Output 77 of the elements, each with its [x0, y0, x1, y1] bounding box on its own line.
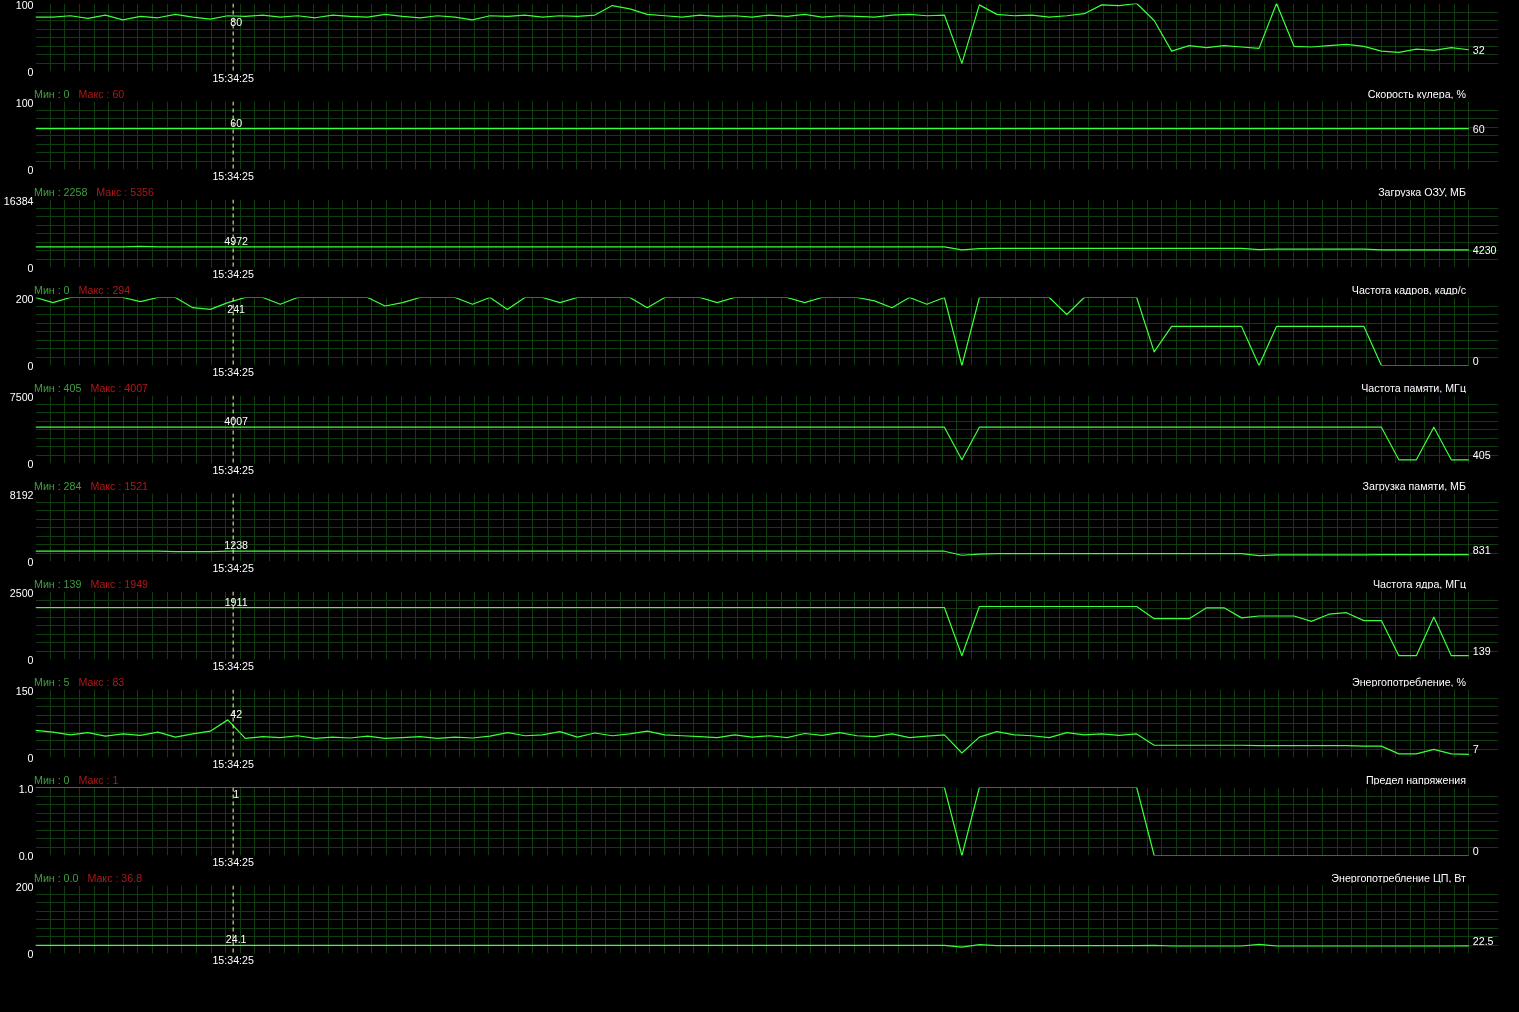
annotation: 15:34:25 [212, 365, 254, 378]
annotation: 241 [227, 302, 246, 315]
annotation: 405 [1472, 448, 1491, 461]
chart-title: Частота ядра, МГц [1373, 578, 1466, 590]
y-tick-label: 0 [27, 751, 34, 764]
y-tick-label: 0 [27, 65, 34, 78]
annotation: 1238 [224, 539, 249, 552]
y-tick-label: 8192 [9, 488, 34, 501]
annotation: 15:34:25 [212, 71, 254, 84]
text: Макс : 294 [78, 284, 131, 296]
y-tick-label: 200 [15, 880, 34, 893]
chart-title: Частота памяти, МГц [1361, 382, 1466, 394]
annotation: 42 [230, 707, 243, 720]
y-tick-label: 0.0 [18, 849, 34, 862]
y-tick-label: 100 [15, 0, 34, 11]
y-tick-label: 16384 [3, 194, 34, 207]
annotation: 831 [1472, 543, 1491, 556]
annotation: 0 [1472, 844, 1479, 857]
y-tick-label: 7500 [9, 390, 34, 403]
annotation: 15:34:25 [212, 169, 254, 182]
y-tick-label: 2500 [9, 586, 34, 599]
text: Мин : 5 [34, 676, 70, 688]
chart-title: Энергопотребление, % [1352, 676, 1466, 688]
annotation: 1 [233, 787, 240, 800]
y-tick-label: 0 [27, 457, 34, 470]
y-tick-label: 0 [27, 163, 34, 176]
y-tick-label: 100 [15, 96, 34, 109]
annotation: 4230 [1472, 243, 1497, 256]
text: Мин : 0 [34, 88, 70, 100]
annotation: 15:34:25 [212, 463, 254, 476]
text: Макс : 36.8 [87, 872, 143, 884]
annotation: 7 [1472, 743, 1479, 756]
annotation: 15:34:25 [212, 757, 254, 770]
annotation: 80 [230, 15, 243, 28]
annotation: 4007 [224, 415, 249, 428]
annotation: 1911 [224, 595, 248, 608]
chart-title: Частота кадров, кадр/с [1351, 284, 1466, 296]
y-tick-label: 1.0 [18, 782, 34, 795]
chart-title: Энергопотребление ЦП, Вт [1331, 872, 1466, 884]
text: Макс : 5356 [96, 186, 154, 198]
annotation: 32 [1472, 43, 1485, 56]
annotation: 15:34:25 [212, 953, 254, 966]
text: Мин : 0.0 [34, 872, 79, 884]
text: Мин : 405 [34, 382, 82, 394]
text: Макс : 1 [78, 774, 119, 786]
text: Макс : 1949 [90, 578, 149, 590]
y-tick-label: 200 [15, 292, 34, 305]
text: Мин : 139 [34, 578, 82, 590]
chart-title: Загрузка памяти, МБ [1362, 480, 1466, 492]
text: Макс : 1521 [90, 480, 149, 492]
text: Мин : 2258 [34, 186, 88, 198]
annotation: 24.1 [225, 933, 247, 946]
text: Мин : 0 [34, 774, 70, 786]
text: Макс : 83 [78, 676, 125, 688]
annotation: 60 [230, 116, 243, 129]
y-tick-label: 0 [27, 359, 34, 372]
chart-title: Предел напряжения [1365, 774, 1466, 786]
annotation: 22.5 [1472, 934, 1494, 947]
annotation: 0 [1472, 354, 1479, 367]
chart-title: Загрузка ОЗУ, МБ [1378, 186, 1466, 198]
annotation: 15:34:25 [212, 561, 254, 574]
annotation: 4972 [224, 234, 249, 247]
text: Мин : 0 [34, 284, 70, 296]
y-tick-label: 0 [27, 947, 34, 960]
text: Макс : 4007 [90, 382, 149, 394]
text: Мин : 284 [34, 480, 82, 492]
annotation: 15:34:25 [212, 659, 254, 672]
annotation: 60 [1472, 122, 1485, 135]
chart-title: Скорость кулера, % [1367, 88, 1466, 100]
y-tick-label: 150 [15, 684, 34, 697]
annotation: 139 [1472, 644, 1491, 657]
y-tick-label: 0 [27, 261, 34, 274]
text: Макс : 60 [78, 88, 125, 100]
y-tick-label: 0 [27, 555, 34, 568]
annotation: 15:34:25 [212, 855, 254, 868]
y-tick-label: 0 [27, 653, 34, 666]
annotation: 15:34:25 [212, 267, 254, 280]
